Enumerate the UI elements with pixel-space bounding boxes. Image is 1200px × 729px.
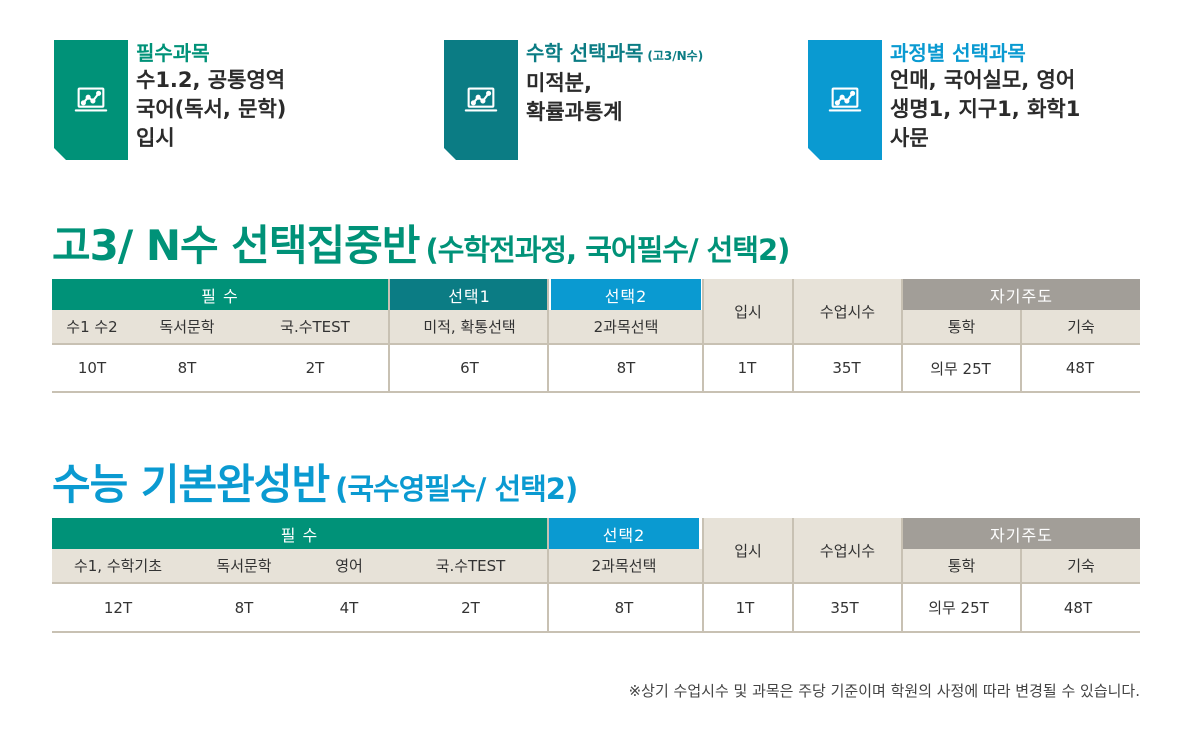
sub-header: 미적, 확통선택 — [423, 318, 516, 336]
group-entrance: 입시 — [704, 518, 792, 582]
laptop-chart-icon — [826, 81, 864, 119]
card-course-elective: 과정별 선택과목 언매, 국어실모, 영어 생명1, 지구1, 화학1 사문 — [808, 40, 1080, 160]
value-cell: 1T — [737, 359, 757, 377]
section2-subtitle: (국수영필수/ 선택2) — [335, 472, 578, 506]
card-line: 사문 — [890, 126, 929, 150]
card-title-note: (고3/N수) — [647, 49, 704, 63]
value-cell: 8T — [616, 359, 636, 377]
card-line: 확률과통계 — [526, 100, 623, 124]
group-entrance: 입시 — [704, 279, 792, 343]
sub-header: 국.수TEST — [435, 557, 506, 575]
sub-header: 독서문학 — [159, 318, 215, 336]
card-line: 국어(독서, 문학) — [136, 97, 287, 121]
card-line: 미적분, — [526, 71, 592, 95]
sub-header: 2과목선택 — [591, 557, 657, 575]
divider — [901, 518, 903, 631]
card-line: 생명1, 지구1, 화학1 — [890, 97, 1081, 121]
divider — [52, 631, 1140, 633]
value-cell: 6T — [460, 359, 479, 377]
group-elective2: 선택2 — [549, 518, 699, 549]
value-cell: 4T — [339, 598, 359, 617]
group-required: 필 수 — [52, 279, 388, 310]
group-hours: 수업시수 — [794, 518, 901, 582]
card-title: 필수과목 — [136, 41, 210, 65]
value-cell: 48T — [1063, 598, 1093, 617]
value-cell: 의무 25T — [928, 599, 989, 617]
sub-header: 통학 — [947, 557, 976, 575]
value-cell: 12T — [103, 598, 133, 617]
card-line: 수1.2, 공통영역 — [136, 68, 286, 92]
group-required: 필 수 — [52, 518, 547, 549]
card-line: 입시 — [136, 126, 175, 150]
card-title: 수학 선택과목 (고3/N수) — [526, 41, 704, 65]
card-icon-bg — [444, 40, 518, 160]
section2-title: 수능 기본완성반 — [52, 460, 330, 509]
divider — [792, 279, 794, 391]
divider — [1020, 549, 1022, 631]
card-title: 과정별 선택과목 — [890, 41, 1026, 65]
divider — [792, 518, 794, 631]
schedule-table-2: 필 수 선택2 입시 수업시수 자기주도 수1, 수학기초 독서문학 영어 국.… — [52, 518, 1140, 633]
sub-header: 국.수TEST — [280, 318, 350, 336]
section1-subtitle: (수학전과정, 국어필수/ 선택2) — [425, 233, 790, 267]
divider — [547, 279, 549, 391]
schedule-table-1: 필 수 선택1 선택2 입시 수업시수 자기주도 수1 수2 독서문학 국.수T… — [52, 279, 1140, 393]
value-cell: 48T — [1065, 359, 1095, 377]
section1-heading: 고3/ N수 선택집중반 (수학전과정, 국어필수/ 선택2) — [52, 212, 790, 273]
value-cell: 35T — [832, 359, 861, 377]
value-cell: 2T — [461, 598, 480, 617]
divider — [702, 279, 704, 391]
divider — [547, 518, 549, 631]
sub-header: 영어 — [335, 557, 363, 575]
value-cell: 1T — [735, 598, 755, 617]
divider — [52, 343, 1140, 345]
group-hours: 수업시수 — [794, 279, 901, 343]
divider — [901, 279, 903, 391]
sub-header: 통학 — [947, 318, 976, 336]
group-selfstudy: 자기주도 — [903, 279, 1140, 310]
value-cell: 의무 25T — [930, 359, 991, 378]
divider — [52, 582, 1140, 584]
laptop-chart-icon — [462, 81, 500, 119]
footnote: ※상기 수업시수 및 과목은 주당 기준이며 학원의 사정에 따라 변경될 수 … — [628, 682, 1140, 700]
card-math-elective: 수학 선택과목 (고3/N수) 미적분, 확률과통계 — [444, 40, 703, 160]
value-cell: 8T — [177, 359, 197, 377]
group-elective2: 선택2 — [551, 279, 701, 310]
sub-header: 수1 수2 — [66, 318, 118, 336]
value-cell: 8T — [614, 598, 634, 617]
sub-header: 독서문학 — [216, 557, 272, 575]
card-icon-bg — [54, 40, 128, 160]
group-selfstudy: 자기주도 — [903, 518, 1140, 549]
card-line: 언매, 국어실모, 영어 — [890, 68, 1076, 92]
divider — [702, 518, 704, 631]
value-cell: 10T — [77, 359, 107, 377]
value-cell: 8T — [234, 598, 254, 617]
divider — [1020, 310, 1022, 391]
sub-header: 수1, 수학기초 — [73, 557, 163, 575]
sub-header: 기숙 — [1067, 557, 1095, 575]
sub-header: 기숙 — [1067, 318, 1095, 336]
card-required-subjects: 필수과목 수1.2, 공통영역 국어(독서, 문학) 입시 — [54, 40, 286, 160]
sub-header: 2과목선택 — [593, 318, 659, 336]
divider — [52, 391, 1140, 393]
group-elective1: 선택1 — [390, 279, 549, 310]
divider — [388, 279, 390, 391]
section2-heading: 수능 기본완성반 (국수영필수/ 선택2) — [52, 451, 578, 512]
section1-title: 고3/ N수 선택집중반 — [52, 221, 420, 270]
card-icon-bg — [808, 40, 882, 160]
value-cell: 35T — [830, 598, 859, 617]
laptop-chart-icon — [72, 81, 110, 119]
value-cell: 2T — [305, 359, 325, 377]
